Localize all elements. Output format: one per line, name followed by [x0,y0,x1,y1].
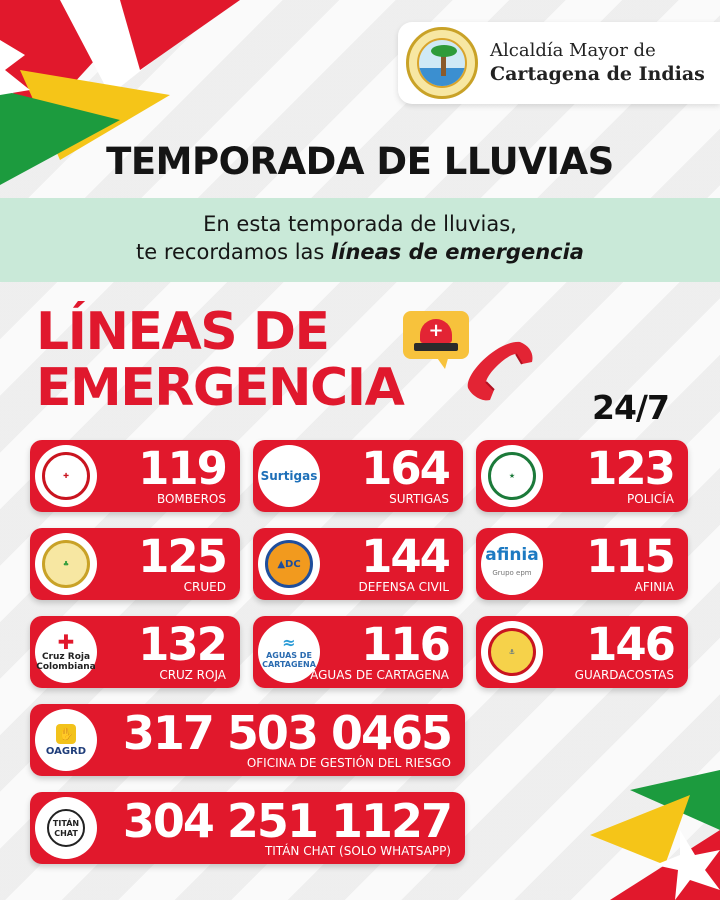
titan-chat-logo-text: TITÁN CHAT [47,809,85,847]
line-label: TITÁN CHAT (SOLO WHATSAPP) [264,844,451,858]
line-label: OFICINA DE GESTIÓN DEL RIESGO [246,756,451,770]
availability-label: 24/7 [592,388,670,427]
line-label: CRUZ ROJA [159,668,226,682]
line-number: 132 [138,618,228,671]
surtigas-logo-icon: Surtigas [258,445,320,507]
coast-guard-badge-icon: ⚓ [481,621,543,683]
emergency-line-policia[interactable]: ★ 123 POLICÍA [476,440,688,512]
emergency-heading: LÍNEAS DE EMERGENCIA [36,302,405,418]
line-label: SURTIGAS [389,492,449,506]
afinia-logo-sub: Grupo epm [492,569,532,577]
crued-seal-icon: ♣ [35,533,97,595]
line-number: 144 [361,530,451,583]
decorative-shapes-top-left [0,0,250,200]
emergency-line-cruz-roja[interactable]: ✚ Cruz Roja Colombiana 132 CRUZ ROJA [30,616,240,688]
line-number: 317 503 0465 [122,706,453,760]
civil-defense-icon: ▲ DC [258,533,320,595]
logo-line-2: Cartagena de Indias [490,63,705,86]
emergency-line-oagrd[interactable]: ✋ OAGRD 317 503 0465 OFICINA DE GESTIÓN D… [30,704,465,776]
city-hall-logo: Alcaldía Mayor de Cartagena de Indias [398,22,720,104]
emergency-line-surtigas[interactable]: Surtigas 164 SURTIGAS [253,440,463,512]
intro-band: En esta temporada de lluvias, te recorda… [0,198,720,282]
red-cross-icon: ✚ Cruz Roja Colombiana [35,621,97,683]
siren-icon: + [403,311,469,369]
line-number: 146 [586,618,676,671]
emergency-line-defensa-civil[interactable]: ▲ DC 144 DEFENSA CIVIL [253,528,463,600]
emergency-line-aguas[interactable]: ≈ AGUAS DE CARTAGENA 116 AGUAS DE CARTAGE… [253,616,463,688]
heading-line-2: EMERGENCIA [36,358,405,418]
emergency-line-bomberos[interactable]: ✚ 119 BOMBEROS [30,440,240,512]
emergency-line-titan-chat[interactable]: TITÁN CHAT 304 251 1127 TITÁN CHAT (SOLO… [30,792,465,864]
line-number: 164 [361,442,451,495]
heading-line-1: LÍNEAS DE [36,302,330,362]
emergency-line-crued[interactable]: ♣ 125 CRUED [30,528,240,600]
line-label: POLICÍA [626,492,674,506]
oagrd-logo-icon: ✋ OAGRD [35,709,97,771]
oagrd-logo-text: OAGRD [45,745,87,757]
line-label: DEFENSA CIVIL [358,580,450,594]
police-badge-icon: ★ [481,445,543,507]
emergency-line-guardacostas[interactable]: ⚓ 146 GUARDACOSTAS [476,616,688,688]
intro-line-1: En esta temporada de lluvias, [203,212,517,236]
line-number: 115 [586,530,676,583]
intro-line-2-text: te recordamos las [136,240,332,264]
line-label: GUARDACOSTAS [574,668,674,682]
line-number: 125 [138,530,228,583]
aguas-logo-icon: ≈ AGUAS DE CARTAGENA [258,621,320,683]
civil-defense-logo-text: DC [285,558,301,570]
red-cross-logo-text: Cruz Roja Colombiana [36,652,96,672]
afinia-logo-icon: afinia Grupo epm [481,533,543,595]
firefighters-badge-icon: ✚ [35,445,97,507]
line-label: AFINIA [634,580,674,594]
line-number: 119 [138,442,228,495]
decorative-shapes-bottom-right [570,770,720,900]
line-label: BOMBEROS [156,492,226,506]
line-number: 116 [361,618,451,671]
line-label: AGUAS DE CARTAGENA [310,668,449,682]
line-label: CRUED [183,580,226,594]
titan-chat-icon: TITÁN CHAT [35,797,97,859]
logo-line-1: Alcaldía Mayor de [490,39,656,61]
aguas-logo-text: AGUAS DE CARTAGENA [262,651,316,669]
phone-icon [458,338,536,408]
intro-line-2-emphasis: líneas de emergencia [331,240,584,264]
page-title: TEMPORADA DE LLUVIAS [106,140,614,183]
afinia-logo-text: afinia [485,545,539,565]
intro-line-2: te recordamos las líneas de emergencia [0,238,720,266]
line-number: 123 [586,442,676,495]
surtigas-logo-text: Surtigas [260,469,318,483]
emergency-line-afinia[interactable]: afinia Grupo epm 115 AFINIA [476,528,688,600]
line-number: 304 251 1127 [122,794,453,848]
city-seal-icon [406,27,478,99]
